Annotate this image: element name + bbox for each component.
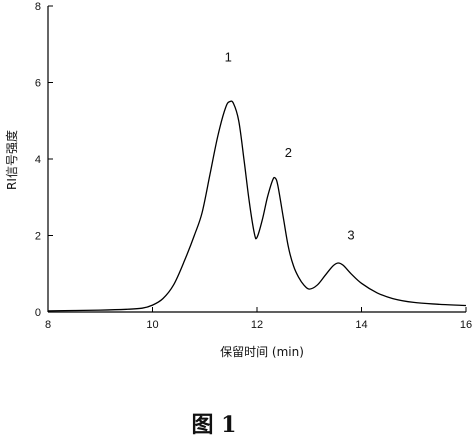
x-tick-label: 16 xyxy=(460,319,472,331)
x-axis-title: 保留时间 (min) xyxy=(220,345,304,359)
peak-label: 2 xyxy=(285,145,292,160)
x-tick-label: 14 xyxy=(355,319,367,331)
y-tick-label: 6 xyxy=(35,78,41,90)
y-tick-label: 0 xyxy=(35,307,41,319)
x-axis-ticks: 8 10 12 14 16 xyxy=(45,307,472,331)
x-tick-label: 12 xyxy=(251,319,263,331)
y-tick-label: 8 xyxy=(35,1,41,13)
y-axis-ticks: 0 2 4 6 8 xyxy=(35,1,53,319)
x-tick-label: 8 xyxy=(45,319,51,331)
y-axis-title: RI信号强度 xyxy=(4,130,19,190)
peak-annotations: 1 2 3 xyxy=(225,49,355,242)
y-tick-label: 2 xyxy=(35,231,41,243)
series-line xyxy=(47,100,467,312)
x-tick-label: 10 xyxy=(146,319,158,331)
peak-label: 3 xyxy=(347,227,354,242)
peak-label: 1 xyxy=(225,49,232,64)
y-tick-label: 4 xyxy=(35,154,41,166)
figure-caption: 图 1 xyxy=(192,412,237,437)
